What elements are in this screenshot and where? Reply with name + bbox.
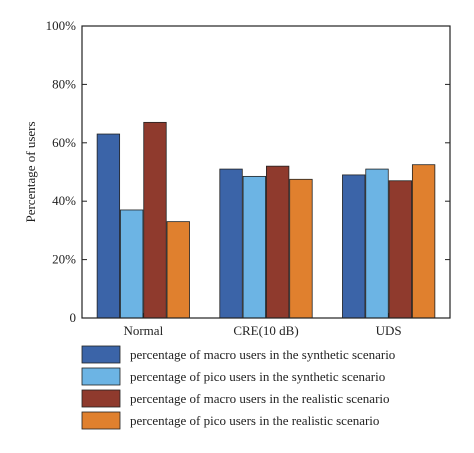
- x-tick-label: Normal: [123, 323, 163, 338]
- x-tick-label: UDS: [376, 323, 402, 338]
- bar-2-1: [120, 209, 144, 319]
- legend-label: percentage of macro users in the synthet…: [130, 347, 395, 362]
- legend-swatch: [81, 389, 121, 408]
- y-tick-label: 20%: [52, 252, 76, 267]
- y-tick-label: 0: [70, 310, 77, 325]
- legend-swatch: [81, 411, 121, 430]
- bar-1-2: [219, 168, 243, 319]
- bar-4-2: [289, 178, 313, 319]
- bars-group: [96, 121, 436, 319]
- y-axis-title: Percentage of users: [23, 121, 38, 222]
- y-tick-label: 100%: [46, 18, 77, 33]
- y-axis: 0 20% 40% 60% 80% 100%: [46, 18, 450, 325]
- x-axis: Normal CRE(10 dB) UDS: [123, 313, 402, 338]
- bar-3-2: [265, 165, 290, 319]
- bar-1-1: [96, 133, 121, 319]
- legend-label: percentage of pico users in the syntheti…: [130, 369, 385, 384]
- legend-swatch: [81, 367, 121, 386]
- legend-label: percentage of pico users in the realisti…: [130, 413, 379, 428]
- x-tick-label: CRE(10 dB): [233, 323, 298, 338]
- bar-2-2: [242, 175, 267, 319]
- y-tick-label: 80%: [52, 76, 76, 91]
- bar-3-3: [388, 180, 412, 319]
- bar-4-3: [411, 164, 436, 319]
- bar-1-3: [342, 174, 366, 319]
- bar-3-1: [143, 121, 167, 319]
- legend: percentage of macro users in the synthet…: [81, 345, 395, 430]
- legend-label: percentage of macro users in the realist…: [130, 391, 390, 406]
- y-tick-label: 60%: [52, 135, 76, 150]
- bar-4-1: [166, 221, 190, 319]
- y-tick-label: 40%: [52, 193, 76, 208]
- bar-2-3: [365, 168, 389, 319]
- legend-swatch: [81, 345, 121, 364]
